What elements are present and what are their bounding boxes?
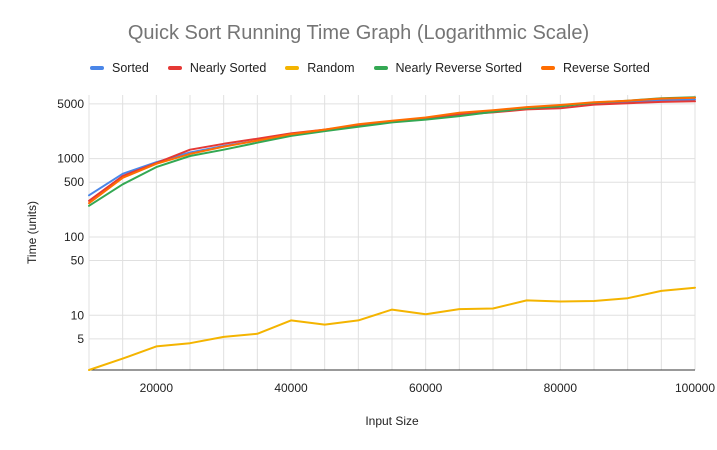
y-axis-title: Time (units) [25, 201, 39, 264]
legend-item-random[interactable]: Random [285, 61, 355, 75]
x-tick-label: 100000 [675, 381, 715, 395]
y-tick-label: 5000 [57, 97, 84, 111]
x-axis-title: Input Size [365, 414, 419, 428]
legend-label: Reverse Sorted [562, 61, 650, 75]
y-tick-label: 50 [71, 254, 85, 268]
series-line-random [88, 286, 696, 371]
y-tick-label: 10 [71, 308, 85, 322]
y-tick-label: 1000 [57, 152, 84, 166]
legend-label: Nearly Reverse Sorted [395, 61, 522, 75]
x-tick-label: 20000 [140, 381, 174, 395]
legend-swatch [285, 66, 300, 70]
legend-label: Random [307, 61, 355, 75]
legend-swatch [90, 66, 104, 70]
legend-label: Sorted [112, 61, 149, 75]
y-tick-label: 100 [64, 230, 84, 244]
legend-swatch [373, 66, 388, 70]
chart-title: Quick Sort Running Time Graph (Logarithm… [127, 22, 590, 44]
legend-item-sorted[interactable]: Sorted [90, 61, 149, 75]
x-tick-label: 40000 [274, 381, 308, 395]
legend-label: Nearly Sorted [189, 61, 267, 75]
y-tick-label: 500 [64, 175, 84, 189]
legend-swatch [540, 66, 555, 70]
legend-item-nearly-reverse-sorted[interactable]: Nearly Reverse Sorted [373, 61, 522, 75]
legend: Sorted Nearly Sorted Random Nearly Rever… [90, 61, 669, 75]
series-line-reverse-sorted [88, 96, 696, 205]
legend-swatch [167, 66, 182, 70]
legend-item-nearly-sorted[interactable]: Nearly Sorted [167, 61, 267, 75]
x-tick-label: 60000 [409, 381, 443, 395]
x-tick-label: 80000 [544, 381, 578, 395]
legend-item-reverse-sorted[interactable]: Reverse Sorted [540, 61, 650, 75]
y-tick-label: 5 [77, 332, 84, 346]
